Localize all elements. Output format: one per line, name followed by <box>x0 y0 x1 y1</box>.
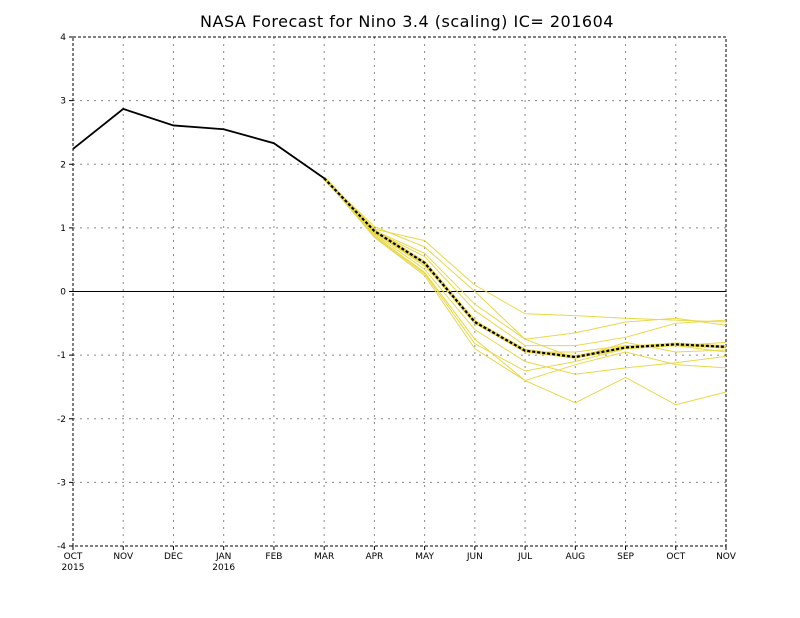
chart-title: NASA Forecast for Nino 3.4 (scaling) IC=… <box>200 12 614 31</box>
x-tick-label: JAN <box>215 552 231 562</box>
y-tick-label: -1 <box>57 351 66 361</box>
y-tick-label: -2 <box>57 415 66 425</box>
x-tick-label: JUL <box>517 552 532 562</box>
ensemble-member-line <box>323 177 727 372</box>
x-tick-year-label: 2015 <box>62 563 85 573</box>
x-tick-label: AUG <box>565 552 585 562</box>
y-tick-label: -4 <box>57 542 66 552</box>
x-tick-label: FEB <box>265 552 282 562</box>
ensemble-member-line <box>323 177 727 359</box>
x-tick-label: OCT <box>666 552 685 562</box>
x-tick-label: DEC <box>164 552 183 562</box>
y-tick-label: 3 <box>60 97 66 107</box>
ensemble-member-line <box>323 177 727 375</box>
x-tick-label: MAR <box>314 552 334 562</box>
y-tick-label: 1 <box>60 224 66 234</box>
x-tick-label: JUN <box>466 552 483 562</box>
ensemble-member-line <box>323 177 727 340</box>
ensemble-member-line <box>323 177 727 347</box>
x-tick-label: OCT <box>64 552 83 562</box>
y-tick-label: 2 <box>60 160 66 170</box>
x-tick-label: SEP <box>617 552 634 562</box>
y-tick-label: 0 <box>60 288 66 298</box>
observed-line <box>72 107 325 179</box>
x-tick-label: NOV <box>716 552 737 562</box>
y-tick-label: -3 <box>57 478 66 488</box>
gridlines <box>73 37 726 546</box>
x-tick-label: MAY <box>415 552 434 562</box>
x-tick-label: APR <box>365 552 383 562</box>
observed-series <box>72 107 325 179</box>
ensemble-mean-line <box>323 177 727 359</box>
y-axis: 4 3 2 1 0 -1 -2 -3 -4 <box>57 33 73 552</box>
ensemble-member-line <box>323 177 727 406</box>
x-tick-label: NOV <box>113 552 134 562</box>
y-tick-label: 4 <box>60 33 66 43</box>
x-tick-year-label: 2016 <box>212 563 235 573</box>
ensemble-mean-series <box>322 177 727 359</box>
